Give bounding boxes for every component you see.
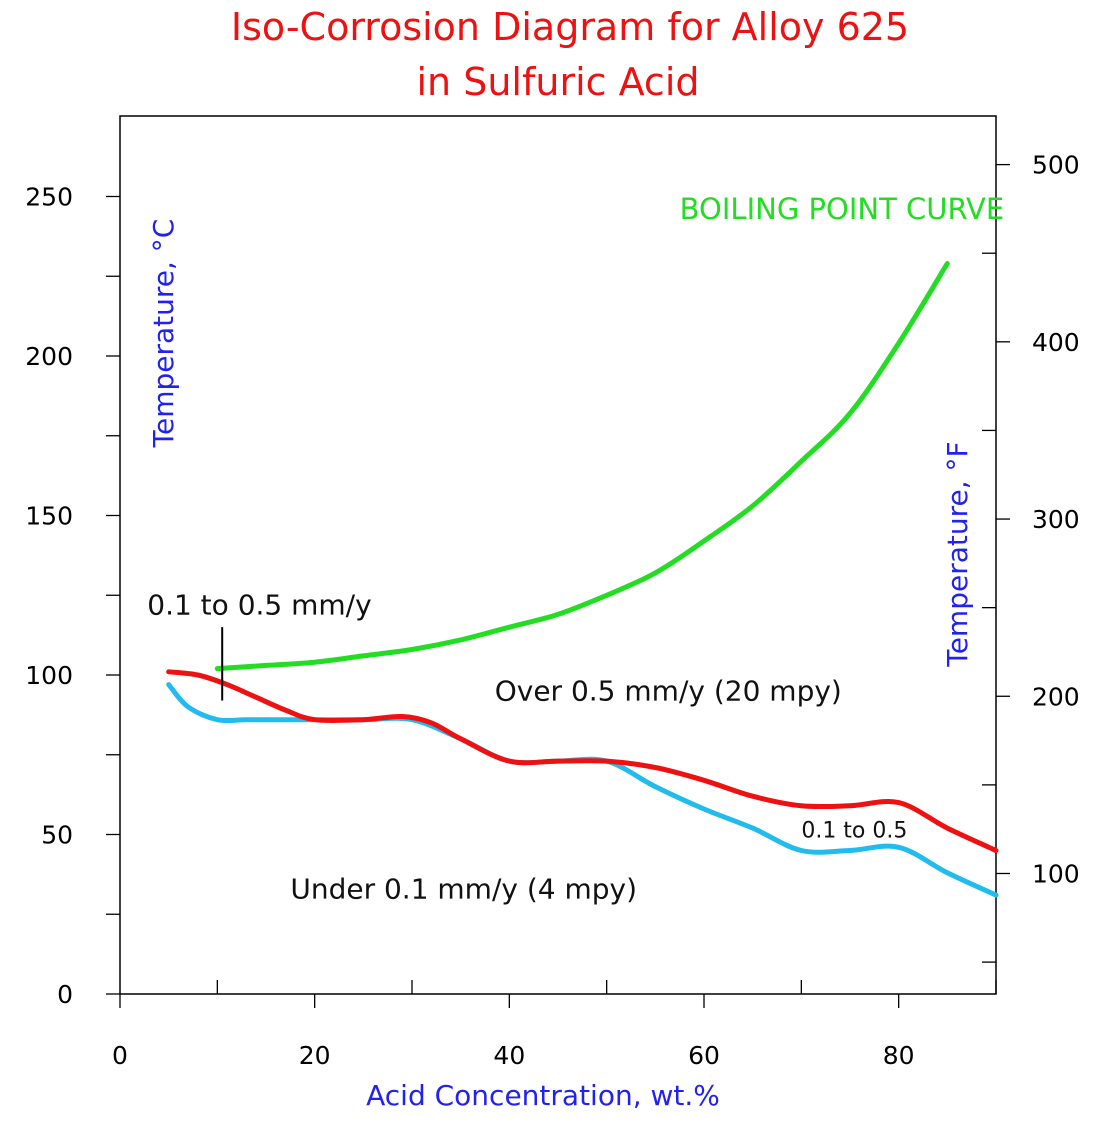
y-tick-label: 0 bbox=[57, 980, 73, 1009]
y-tick-label: 250 bbox=[25, 183, 73, 212]
y2-tick-label: 200 bbox=[1032, 682, 1080, 711]
y2-axis-ticks: 100 200 300 400 500 bbox=[982, 151, 1080, 963]
y2-axis-label: Temperature, °F bbox=[941, 441, 974, 667]
annotation-group: BOILING POINT CURVE 0.1 to 0.5 mm/y Over 0… bbox=[147, 192, 1004, 905]
y-tick-label: 100 bbox=[25, 661, 73, 690]
x-tick-label: 60 bbox=[688, 1041, 720, 1070]
annotation-label: Under 0.1 mm/y (4 mpy) bbox=[290, 872, 637, 905]
series-line-2 bbox=[166, 682, 999, 898]
y2-tick-label: 300 bbox=[1032, 505, 1080, 534]
y-tick-label: 200 bbox=[25, 342, 73, 371]
x-axis-label: Acid Concentration, wt.% bbox=[366, 1079, 720, 1112]
y-tick-label: 150 bbox=[25, 502, 73, 531]
chart-title-line-1: Iso-Corrosion Diagram for Alloy 625 bbox=[231, 5, 909, 49]
plot-frame bbox=[119, 115, 997, 995]
chart-title-line-2: in Sulfuric Acid bbox=[417, 60, 700, 104]
x-tick-label: 40 bbox=[493, 1041, 525, 1070]
annotation-label: 0.1 to 0.5 bbox=[801, 819, 907, 844]
x-tick-label: 0 bbox=[112, 1041, 128, 1070]
y2-tick-label: 100 bbox=[1032, 859, 1080, 888]
y-axis-label: Temperature, °C bbox=[147, 219, 180, 449]
annotation-label: BOILING POINT CURVE bbox=[680, 192, 1005, 226]
y-tick-label: 50 bbox=[41, 821, 73, 850]
annotation-label: 0.1 to 0.5 mm/y bbox=[147, 588, 371, 621]
x-tick-label: 20 bbox=[299, 1041, 331, 1070]
series-line-1 bbox=[166, 669, 999, 853]
y2-tick-label: 400 bbox=[1032, 328, 1080, 357]
y-axis-ticks: 0 50 100 150 200 250 bbox=[25, 183, 120, 1009]
series-group bbox=[166, 261, 999, 898]
series-line-0 bbox=[214, 261, 950, 672]
annotation-label: Over 0.5 mm/y (20 mpy) bbox=[495, 675, 842, 708]
x-tick-label: 80 bbox=[883, 1041, 915, 1070]
x-axis-ticks: 0 20 40 60 80 bbox=[112, 980, 997, 1070]
y2-tick-label: 500 bbox=[1032, 151, 1080, 180]
